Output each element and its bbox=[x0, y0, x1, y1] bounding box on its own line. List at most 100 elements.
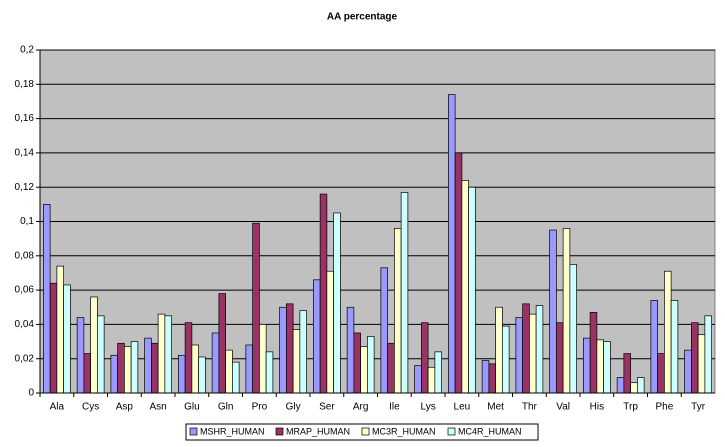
bar bbox=[616, 377, 625, 394]
bar bbox=[421, 322, 429, 394]
bar bbox=[637, 377, 645, 394]
bar bbox=[259, 324, 267, 394]
x-tick-label: Phe bbox=[655, 402, 673, 413]
bar bbox=[502, 325, 510, 394]
legend-swatch bbox=[361, 427, 370, 436]
bar bbox=[664, 270, 672, 394]
bar bbox=[184, 322, 193, 394]
bar bbox=[414, 365, 422, 394]
y-tick-label: 0,14 bbox=[15, 148, 35, 159]
bar bbox=[670, 300, 679, 394]
legend-swatch bbox=[189, 427, 198, 436]
bar bbox=[434, 351, 442, 394]
bar bbox=[333, 212, 341, 394]
x-tick-label: Cys bbox=[82, 402, 99, 413]
bar bbox=[691, 322, 699, 394]
bar bbox=[157, 313, 166, 394]
bar bbox=[427, 366, 436, 394]
bar bbox=[704, 315, 712, 394]
bar bbox=[191, 344, 199, 394]
bar bbox=[211, 332, 220, 394]
bar bbox=[657, 353, 665, 394]
x-tick-label: Gly bbox=[286, 402, 301, 413]
bar bbox=[151, 342, 159, 394]
x-tick-label: Asp bbox=[116, 402, 134, 413]
y-tick-label: 0,1 bbox=[20, 216, 34, 227]
bar bbox=[353, 332, 361, 394]
bar bbox=[549, 229, 557, 394]
bar bbox=[448, 94, 456, 394]
bar bbox=[83, 353, 91, 394]
bar bbox=[319, 193, 328, 394]
y-tick-label: 0,06 bbox=[15, 285, 35, 296]
bar bbox=[380, 267, 388, 394]
bar bbox=[468, 186, 476, 394]
x-tick-label: Gln bbox=[218, 402, 234, 413]
y-tick-label: 0,12 bbox=[15, 182, 35, 193]
bar bbox=[488, 363, 496, 394]
x-tick-label: Asn bbox=[150, 402, 167, 413]
bar bbox=[110, 354, 118, 394]
x-tick-label: Thr bbox=[522, 402, 538, 413]
bar bbox=[535, 305, 544, 394]
bar bbox=[346, 306, 355, 394]
x-tick-label: Leu bbox=[454, 402, 471, 413]
y-tick-label: 0,04 bbox=[15, 319, 35, 330]
bar bbox=[97, 315, 105, 394]
bar bbox=[387, 342, 395, 394]
y-tick-label: 0,16 bbox=[15, 113, 35, 124]
bar bbox=[400, 191, 409, 394]
bar bbox=[650, 300, 658, 394]
chart-title: AA percentage bbox=[327, 12, 398, 23]
bar bbox=[90, 296, 98, 394]
bar bbox=[481, 360, 490, 394]
bar bbox=[178, 354, 186, 394]
bar bbox=[562, 228, 571, 394]
bar bbox=[596, 339, 604, 394]
bar bbox=[454, 152, 463, 394]
bar bbox=[56, 265, 64, 394]
bar bbox=[130, 341, 139, 394]
bar bbox=[313, 279, 321, 394]
bar bbox=[144, 337, 152, 394]
bar bbox=[603, 341, 611, 394]
bar bbox=[299, 310, 307, 394]
y-tick-label: 0,18 bbox=[15, 79, 35, 90]
legend-label: MSHR_HUMAN bbox=[200, 426, 265, 436]
bar bbox=[623, 353, 631, 394]
bar bbox=[461, 179, 469, 394]
bar bbox=[556, 322, 564, 394]
bar bbox=[583, 337, 591, 394]
bar bbox=[245, 344, 253, 394]
bar bbox=[367, 336, 375, 394]
legend-label: MC3R_HUMAN bbox=[372, 426, 436, 436]
bar bbox=[76, 317, 85, 394]
bar bbox=[515, 317, 523, 394]
bar bbox=[394, 228, 402, 394]
y-tick-label: 0,08 bbox=[15, 250, 35, 261]
bar bbox=[630, 382, 638, 394]
bar bbox=[697, 334, 706, 394]
bar bbox=[218, 293, 226, 394]
y-tick-label: 0,2 bbox=[20, 45, 34, 56]
bar bbox=[326, 270, 334, 394]
bar bbox=[684, 349, 692, 394]
legend-swatch bbox=[447, 427, 456, 436]
legend-swatch bbox=[275, 427, 284, 436]
legend-label: MC4R_HUMAN bbox=[458, 426, 522, 436]
x-tick-label: His bbox=[590, 402, 604, 413]
x-tick-label: Val bbox=[556, 402, 570, 413]
bar bbox=[265, 351, 274, 394]
bar bbox=[286, 303, 294, 394]
bar bbox=[164, 315, 172, 394]
x-tick-label: Met bbox=[487, 402, 504, 413]
bar bbox=[292, 329, 301, 394]
bar bbox=[63, 284, 71, 394]
x-tick-label: Arg bbox=[353, 402, 369, 413]
bar bbox=[360, 346, 368, 394]
legend-label: MRAP_HUMAN bbox=[286, 426, 350, 436]
x-tick-label: Ser bbox=[319, 402, 335, 413]
bar bbox=[232, 361, 240, 394]
bar bbox=[43, 204, 51, 394]
bar bbox=[252, 222, 260, 394]
